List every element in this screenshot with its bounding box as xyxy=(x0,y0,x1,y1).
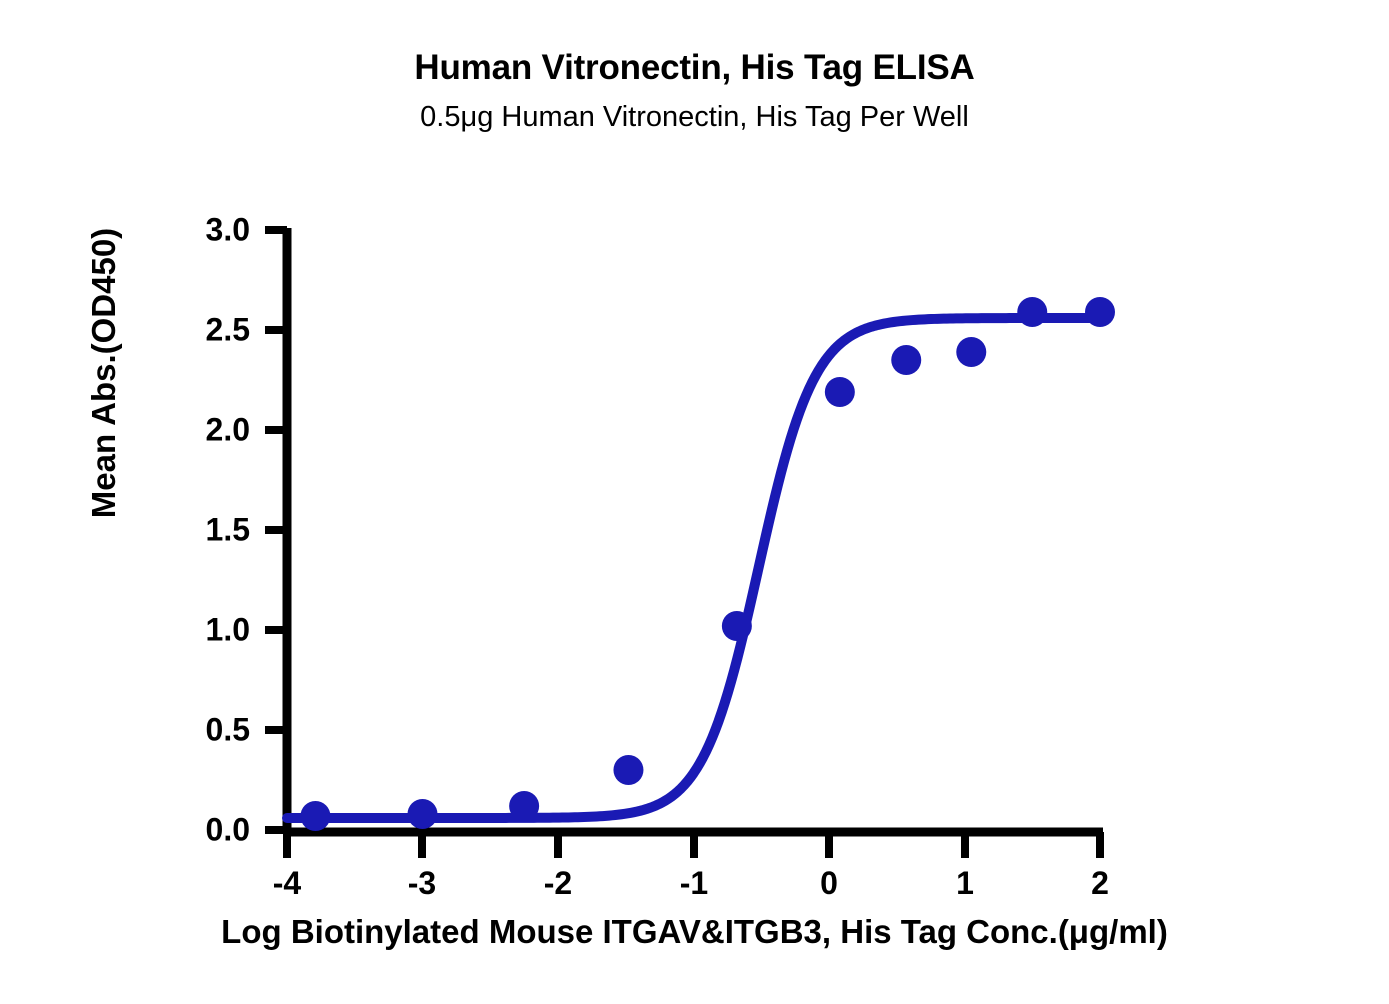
x-tick-label-2: 2 xyxy=(1091,865,1109,901)
y-tick-label-05: 0.5 xyxy=(205,711,250,748)
x-tick-label-m1: -1 xyxy=(679,865,709,901)
data-point-group xyxy=(300,297,1115,831)
data-point xyxy=(1017,297,1048,327)
x-tick-label-m4: -4 xyxy=(272,865,302,901)
data-point xyxy=(1085,297,1115,327)
data-point xyxy=(613,755,644,785)
data-point xyxy=(824,377,855,407)
data-point xyxy=(721,611,752,641)
data-point xyxy=(509,791,540,821)
fit-curve xyxy=(282,313,1105,823)
y-axis-ticks xyxy=(265,226,287,834)
y-tick-label-15: 1.5 xyxy=(205,511,250,548)
page-title: Human Vitronectin, His Tag ELISA xyxy=(414,48,975,87)
y-tick-label-3: 3.0 xyxy=(205,211,250,248)
data-point xyxy=(407,799,438,829)
data-point xyxy=(891,345,922,375)
x-tick-label-m3: -3 xyxy=(407,865,437,901)
y-tick-label-1: 1.0 xyxy=(205,611,250,648)
x-axis-ticks xyxy=(283,832,1104,858)
y-axis-title: Mean Abs.(OD450) xyxy=(85,227,122,519)
data-point xyxy=(300,801,331,831)
x-axis-title: Log Biotinylated Mouse ITGAV&ITGB3, His … xyxy=(221,913,1168,950)
y-tick-label-0: 0.0 xyxy=(205,811,250,848)
x-tick-label-m2: -2 xyxy=(543,865,573,901)
x-tick-label-0: 0 xyxy=(820,865,838,901)
chart-subtitle: 0.5μg Human Vitronectin, His Tag Per Wel… xyxy=(420,101,969,133)
y-tick-label-25: 2.5 xyxy=(205,311,250,348)
data-point xyxy=(956,337,987,367)
x-tick-label-1: 1 xyxy=(956,865,974,901)
y-tick-label-2: 2.0 xyxy=(205,411,250,448)
